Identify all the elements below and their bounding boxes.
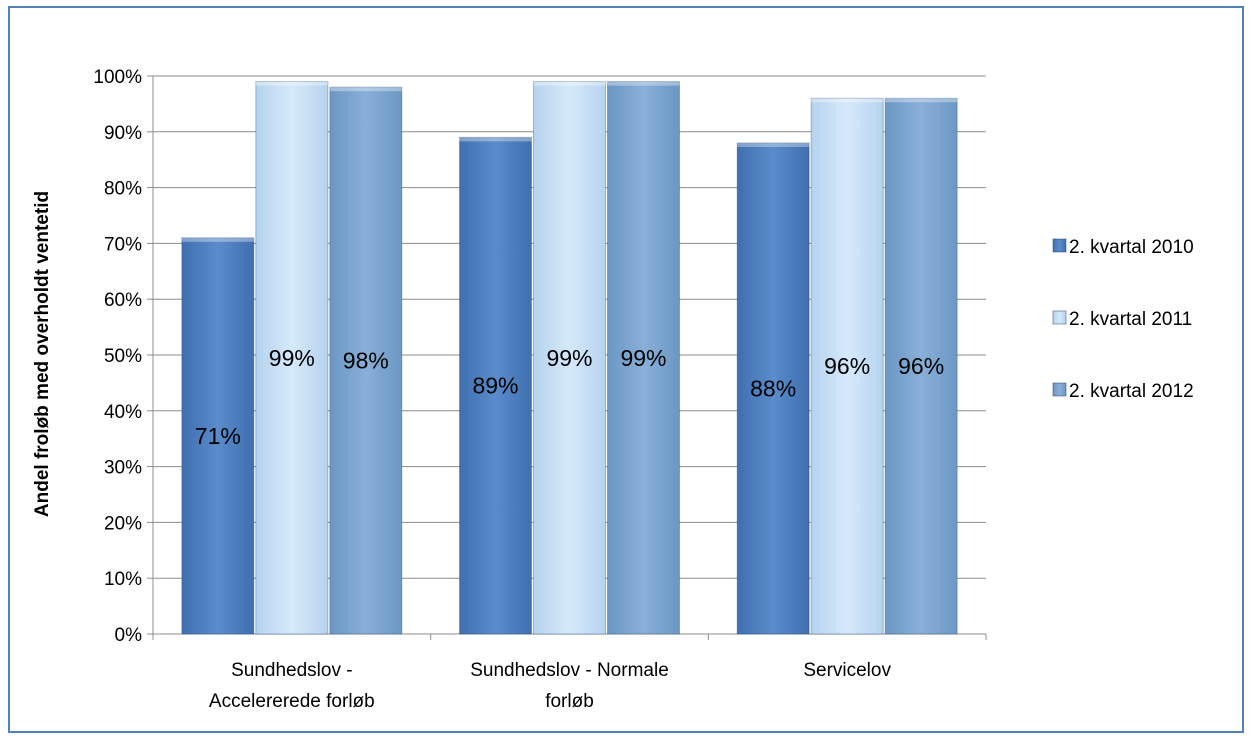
- bar: [607, 81, 680, 635]
- data-label: 99%: [620, 345, 666, 371]
- bar: [810, 97, 884, 635]
- bar: [533, 81, 606, 635]
- legend-swatch: [1052, 238, 1067, 253]
- y-tick-label: 70%: [104, 234, 142, 255]
- y-tick-label: 30%: [104, 458, 142, 479]
- data-label: 96%: [898, 353, 944, 379]
- bar: [884, 97, 958, 635]
- bar: [181, 237, 255, 635]
- y-tick-label: 20%: [104, 513, 142, 534]
- y-tick-label: 100%: [93, 67, 142, 88]
- data-label: 88%: [750, 375, 796, 401]
- y-tick-label: 50%: [104, 346, 142, 367]
- y-tick-label: 40%: [104, 402, 142, 423]
- legend-swatch: [1052, 382, 1067, 397]
- data-labels: 71% 99% 98% 89% 99% 99% 88% 96% 96%: [195, 345, 944, 449]
- data-label: 99%: [269, 345, 315, 371]
- y-tick-label: 0%: [115, 625, 143, 646]
- y-tick-label: 80%: [104, 179, 142, 200]
- bar: [736, 142, 810, 635]
- bar: [255, 81, 329, 635]
- legend-label: 2. kvartal 2012: [1069, 381, 1194, 402]
- bar-highlight: [255, 81, 328, 86]
- bar-highlight: [811, 98, 884, 103]
- legend-label: 2. kvartal 2010: [1069, 237, 1194, 258]
- data-label: 98%: [343, 348, 389, 374]
- y-axis-title: Andel froløb med overholdt ventetid: [32, 191, 53, 517]
- y-tick-label: 10%: [104, 569, 142, 590]
- y-tick-label: 60%: [104, 290, 142, 311]
- bar-highlight: [181, 237, 254, 242]
- bar: [459, 136, 532, 635]
- category-label: Sundhedslov -Accelererede forløb: [209, 660, 375, 712]
- bars: [181, 81, 958, 635]
- category-label: Sundhedslov - Normale forløb: [470, 660, 669, 712]
- data-label: 71%: [195, 423, 241, 449]
- bar-highlight: [329, 87, 402, 92]
- data-label: 89%: [472, 373, 518, 399]
- legend-swatch: [1052, 310, 1067, 325]
- bar-highlight: [533, 81, 606, 86]
- bar-highlight: [885, 98, 958, 103]
- data-label: 96%: [824, 353, 870, 379]
- bar-highlight: [737, 142, 810, 147]
- category-label: Servicelov: [803, 660, 891, 681]
- y-tick-label: 90%: [104, 123, 142, 144]
- bar-highlight: [459, 137, 532, 142]
- data-label: 99%: [546, 345, 592, 371]
- legend: 2. kvartal 2010 2. kvartal 2011 2. kvartal…: [1052, 237, 1194, 402]
- legend-label: 2. kvartal 2011: [1069, 309, 1192, 330]
- bar-highlight: [607, 81, 680, 86]
- bar: [329, 86, 403, 635]
